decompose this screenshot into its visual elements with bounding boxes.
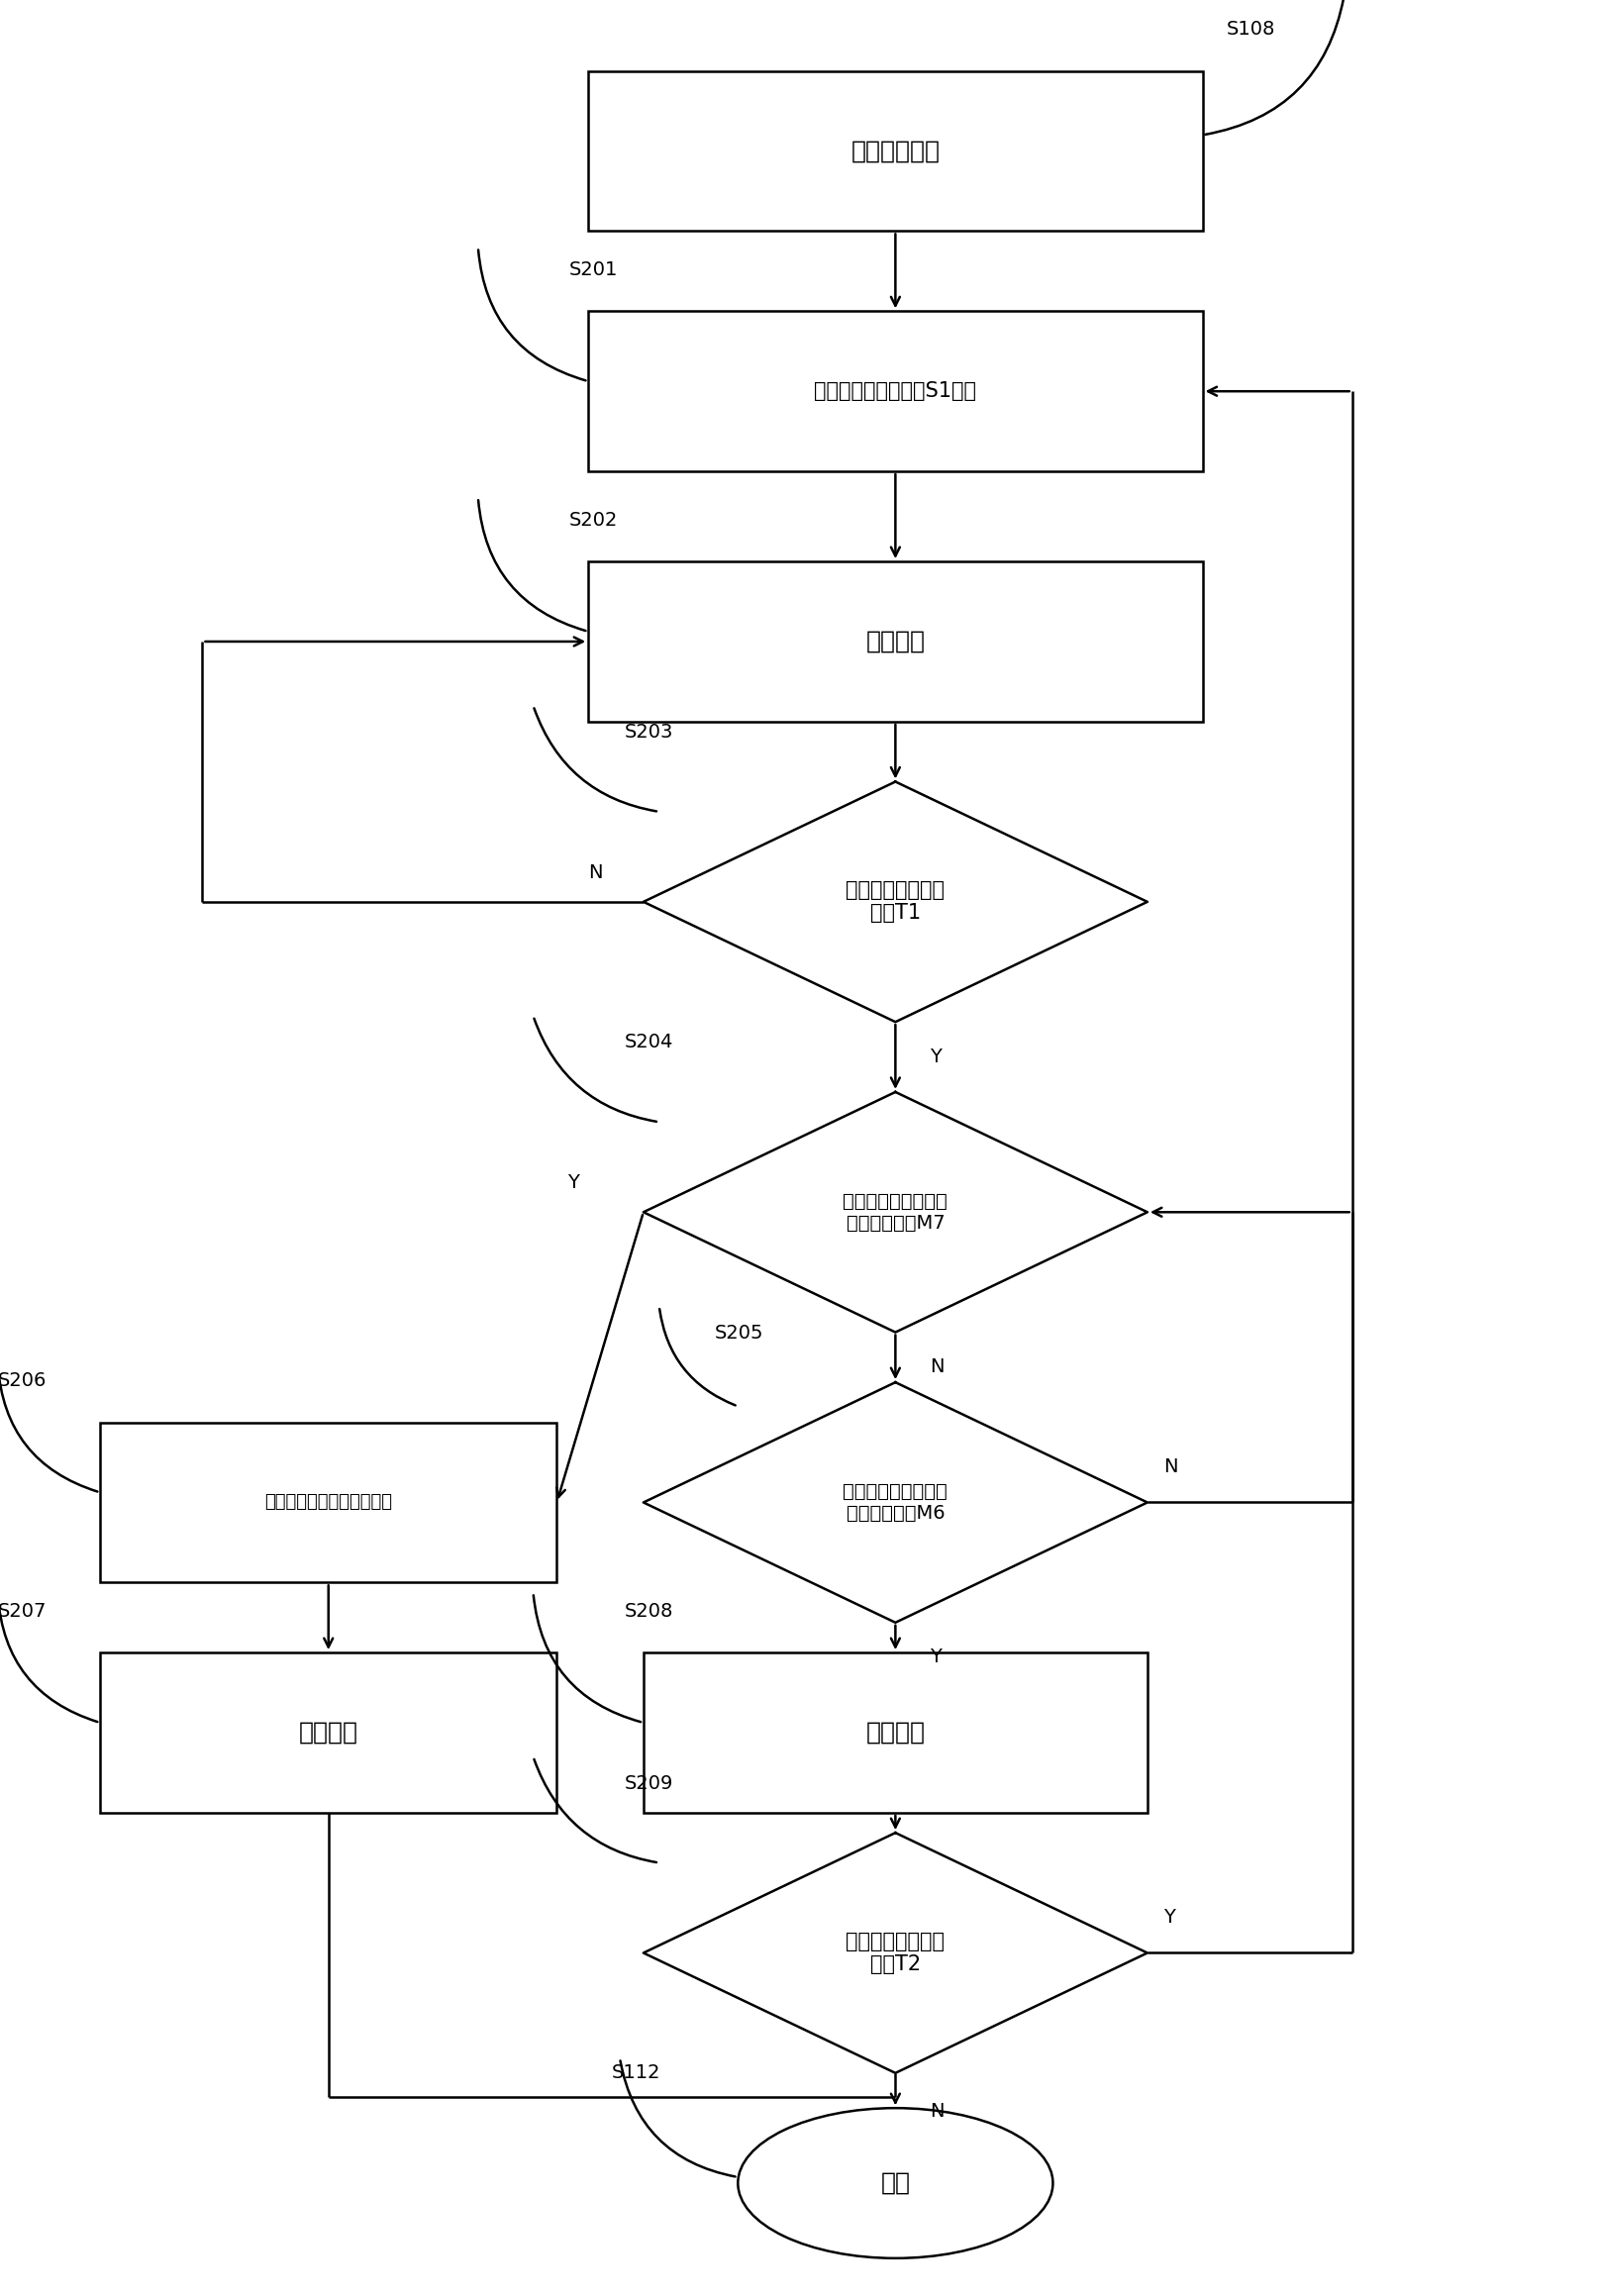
Text: S207: S207 — [0, 1603, 46, 1621]
Text: S202: S202 — [569, 510, 618, 530]
Text: S108: S108 — [1226, 21, 1274, 39]
Text: 进入净化模式: 进入净化模式 — [850, 140, 940, 163]
Text: S112: S112 — [612, 2064, 660, 2082]
FancyBboxPatch shape — [588, 563, 1202, 721]
Text: 当前时间是否大于
等于T1: 当前时间是否大于 等于T1 — [845, 879, 944, 923]
Text: S203: S203 — [625, 723, 673, 742]
Text: S204: S204 — [625, 1033, 673, 1052]
Polygon shape — [642, 1832, 1147, 2073]
Text: S208: S208 — [625, 1603, 673, 1621]
Text: 结束: 结束 — [880, 2172, 909, 2195]
Text: S209: S209 — [625, 1775, 673, 1793]
Text: S206: S206 — [0, 1371, 46, 1391]
Text: N: N — [588, 863, 602, 882]
Text: N: N — [1162, 1458, 1176, 1476]
Text: 当前时间是否大于
等于T2: 当前时间是否大于 等于T2 — [845, 1931, 944, 1975]
Text: 可吸入颗粒物的实时
浓度是否小于M7: 可吸入颗粒物的实时 浓度是否小于M7 — [842, 1192, 948, 1233]
Text: 控制室内风机以风速S1运行: 控制室内风机以风速S1运行 — [813, 381, 976, 402]
Text: 可吸入颗粒物的实时
浓度是否小于M6: 可吸入颗粒物的实时 浓度是否小于M6 — [842, 1483, 948, 1522]
Text: 关室内风机，退出净化模式: 关室内风机，退出净化模式 — [264, 1492, 392, 1511]
Text: 清零计时: 清零计时 — [865, 1720, 925, 1745]
Text: S201: S201 — [569, 259, 618, 280]
Text: Y: Y — [930, 1649, 941, 1667]
Polygon shape — [642, 1093, 1147, 1332]
Text: N: N — [930, 2103, 944, 2122]
FancyBboxPatch shape — [642, 1653, 1147, 1814]
FancyBboxPatch shape — [101, 1653, 556, 1814]
Ellipse shape — [737, 2108, 1051, 2259]
FancyBboxPatch shape — [588, 312, 1202, 471]
Text: 清零计时: 清零计时 — [865, 629, 925, 654]
Polygon shape — [642, 781, 1147, 1022]
FancyBboxPatch shape — [101, 1421, 556, 1582]
Text: Y: Y — [567, 1173, 578, 1192]
Text: S205: S205 — [714, 1322, 762, 1343]
Polygon shape — [642, 1382, 1147, 1623]
Text: N: N — [930, 1357, 944, 1375]
Text: Y: Y — [1162, 1908, 1175, 1926]
Text: 自动关机: 自动关机 — [299, 1720, 358, 1745]
Text: Y: Y — [930, 1047, 941, 1065]
FancyBboxPatch shape — [588, 71, 1202, 232]
